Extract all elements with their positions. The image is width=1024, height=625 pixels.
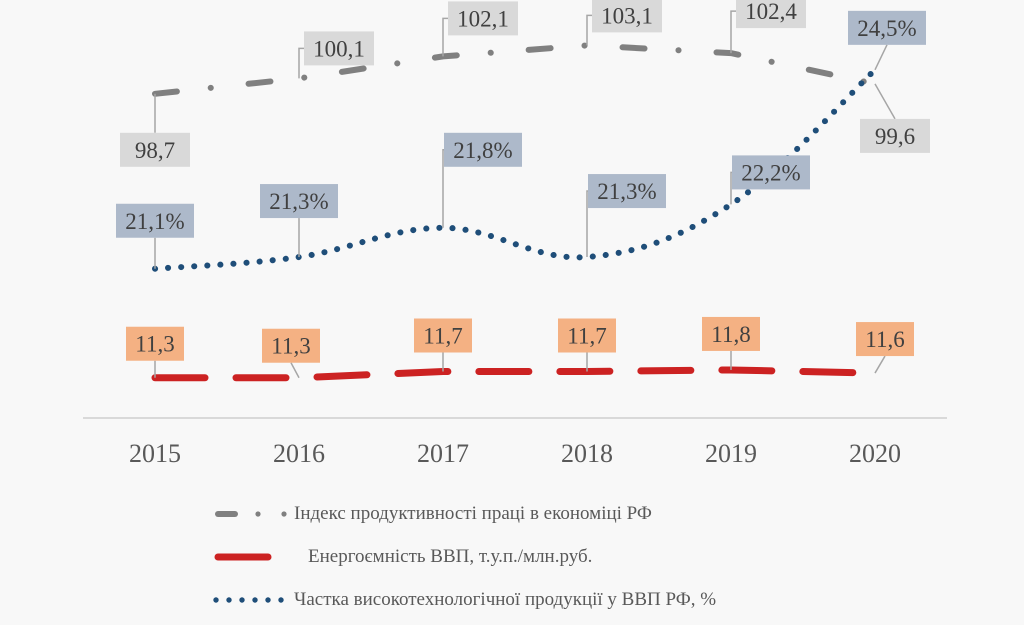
data-label: 11,6 <box>865 327 904 352</box>
data-label: 100,1 <box>313 36 365 61</box>
data-label-box <box>116 203 194 238</box>
data-label-leader <box>730 171 732 205</box>
series-layer <box>151 42 879 382</box>
data-label-box <box>414 318 472 353</box>
data-label: 102,4 <box>745 0 797 24</box>
data-label: 22,2% <box>741 160 800 185</box>
series-hightech <box>152 66 878 272</box>
data-label: 98,7 <box>135 138 175 163</box>
x-tick-labels: 2015 2016 2017 2018 2019 2020 <box>129 439 901 468</box>
data-label-leader <box>442 149 444 228</box>
legend-item-productivity[interactable]: Індекс продуктивності праці в економіці … <box>210 492 716 535</box>
legend: Індекс продуктивності праці в економіці … <box>210 492 716 621</box>
data-label: 11,7 <box>423 324 462 349</box>
data-label: 24,5% <box>857 16 916 41</box>
data-label: 21,1% <box>125 209 184 234</box>
data-label-box <box>558 318 616 353</box>
data-label: 102,1 <box>457 6 509 31</box>
data-label: 99,6 <box>875 124 915 149</box>
data-label: 103,1 <box>601 3 653 28</box>
data-label-box <box>304 31 374 66</box>
data-label-box <box>126 326 184 361</box>
legend-swatch-dotted <box>213 596 284 603</box>
data-label-box <box>856 322 914 357</box>
label-layer: 98,7 100,1 102,1 103,1 102,4 99,6 11,3 11,3 11,7… <box>116 0 930 363</box>
x-tick-label: 2015 <box>129 439 181 468</box>
series-line-productivity <box>152 42 878 97</box>
legend-label: Частка високотехнологічної продукції у В… <box>294 588 717 610</box>
data-label-box <box>736 0 806 29</box>
legend-label: Енергоємність ВВП, т.у.п./млн.руб. <box>308 545 593 567</box>
data-label-box <box>120 132 190 167</box>
data-label-leader <box>442 17 448 57</box>
x-tick-label: 2019 <box>705 439 757 468</box>
x-tick-label: 2020 <box>849 439 901 468</box>
legend-label: Індекс продуктивності праці в економіці … <box>294 502 652 524</box>
data-label-box <box>260 184 338 219</box>
legend-item-energy[interactable]: Енергоємність ВВП, т.у.п./млн.руб. <box>210 535 716 578</box>
data-label-leader <box>874 44 888 71</box>
legend-swatch-dash-dot <box>215 510 287 517</box>
data-label-leader <box>586 14 592 46</box>
data-label-box <box>588 174 666 209</box>
data-label: 21,3% <box>269 189 328 214</box>
data-label-box <box>262 328 320 363</box>
legend-swatch-dashed <box>214 553 272 560</box>
legend-item-hightech[interactable]: Частка високотехнологічної продукції у В… <box>210 578 716 621</box>
data-label-box <box>448 1 518 36</box>
data-label-box <box>860 118 930 153</box>
data-label: 11,8 <box>711 322 750 347</box>
data-label-box <box>702 316 760 351</box>
data-label-box <box>444 132 522 167</box>
data-label-leader <box>290 362 300 379</box>
data-label: 11,7 <box>567 324 606 349</box>
data-label-leader <box>586 190 588 258</box>
data-label: 21,3% <box>597 179 656 204</box>
data-label-leader <box>874 83 896 120</box>
data-label-leader <box>730 10 736 54</box>
data-label-box <box>848 10 926 45</box>
data-label-leader <box>874 355 886 374</box>
x-tick-label: 2016 <box>273 439 325 468</box>
data-label: 21,8% <box>453 138 512 163</box>
x-tick-label: 2017 <box>417 439 469 468</box>
data-label-box <box>732 155 810 190</box>
series-energy <box>151 366 879 382</box>
x-tick-label: 2018 <box>561 439 613 468</box>
data-label: 11,3 <box>135 332 174 357</box>
data-label: 11,3 <box>271 334 310 359</box>
series-line-hightech <box>152 66 878 272</box>
data-label-leader <box>298 47 304 79</box>
data-label-box <box>592 0 662 33</box>
series-productivity <box>152 42 878 97</box>
series-line-energy <box>151 366 879 382</box>
leader-layer <box>154 10 896 379</box>
